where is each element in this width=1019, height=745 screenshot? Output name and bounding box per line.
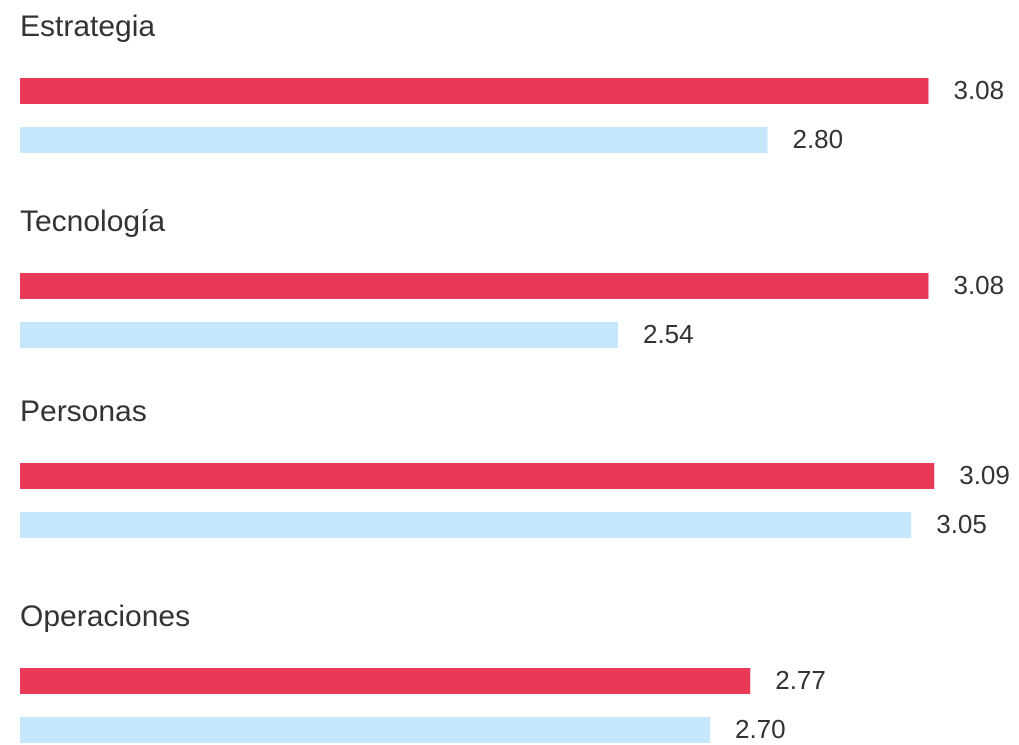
- value-label: 3.08: [954, 75, 1005, 105]
- category-label: Estrategia: [20, 10, 155, 43]
- bar: [20, 127, 768, 153]
- bar: [20, 322, 618, 348]
- bar: [20, 512, 912, 538]
- value-label: 3.08: [954, 270, 1005, 300]
- value-label: 2.80: [793, 124, 844, 154]
- category-label: Personas: [20, 395, 147, 428]
- value-label: 2.54: [643, 319, 694, 349]
- value-label: 2.70: [735, 714, 786, 744]
- value-label: 2.77: [775, 665, 826, 695]
- bar: [20, 668, 751, 694]
- bar: [20, 78, 929, 104]
- category-label: Tecnología: [20, 205, 165, 238]
- bar: [20, 463, 935, 489]
- bar: [20, 273, 929, 299]
- value-label: 3.09: [959, 460, 1010, 490]
- bar: [20, 717, 710, 743]
- value-label: 3.05: [936, 509, 987, 539]
- category-label: Operaciones: [20, 600, 190, 633]
